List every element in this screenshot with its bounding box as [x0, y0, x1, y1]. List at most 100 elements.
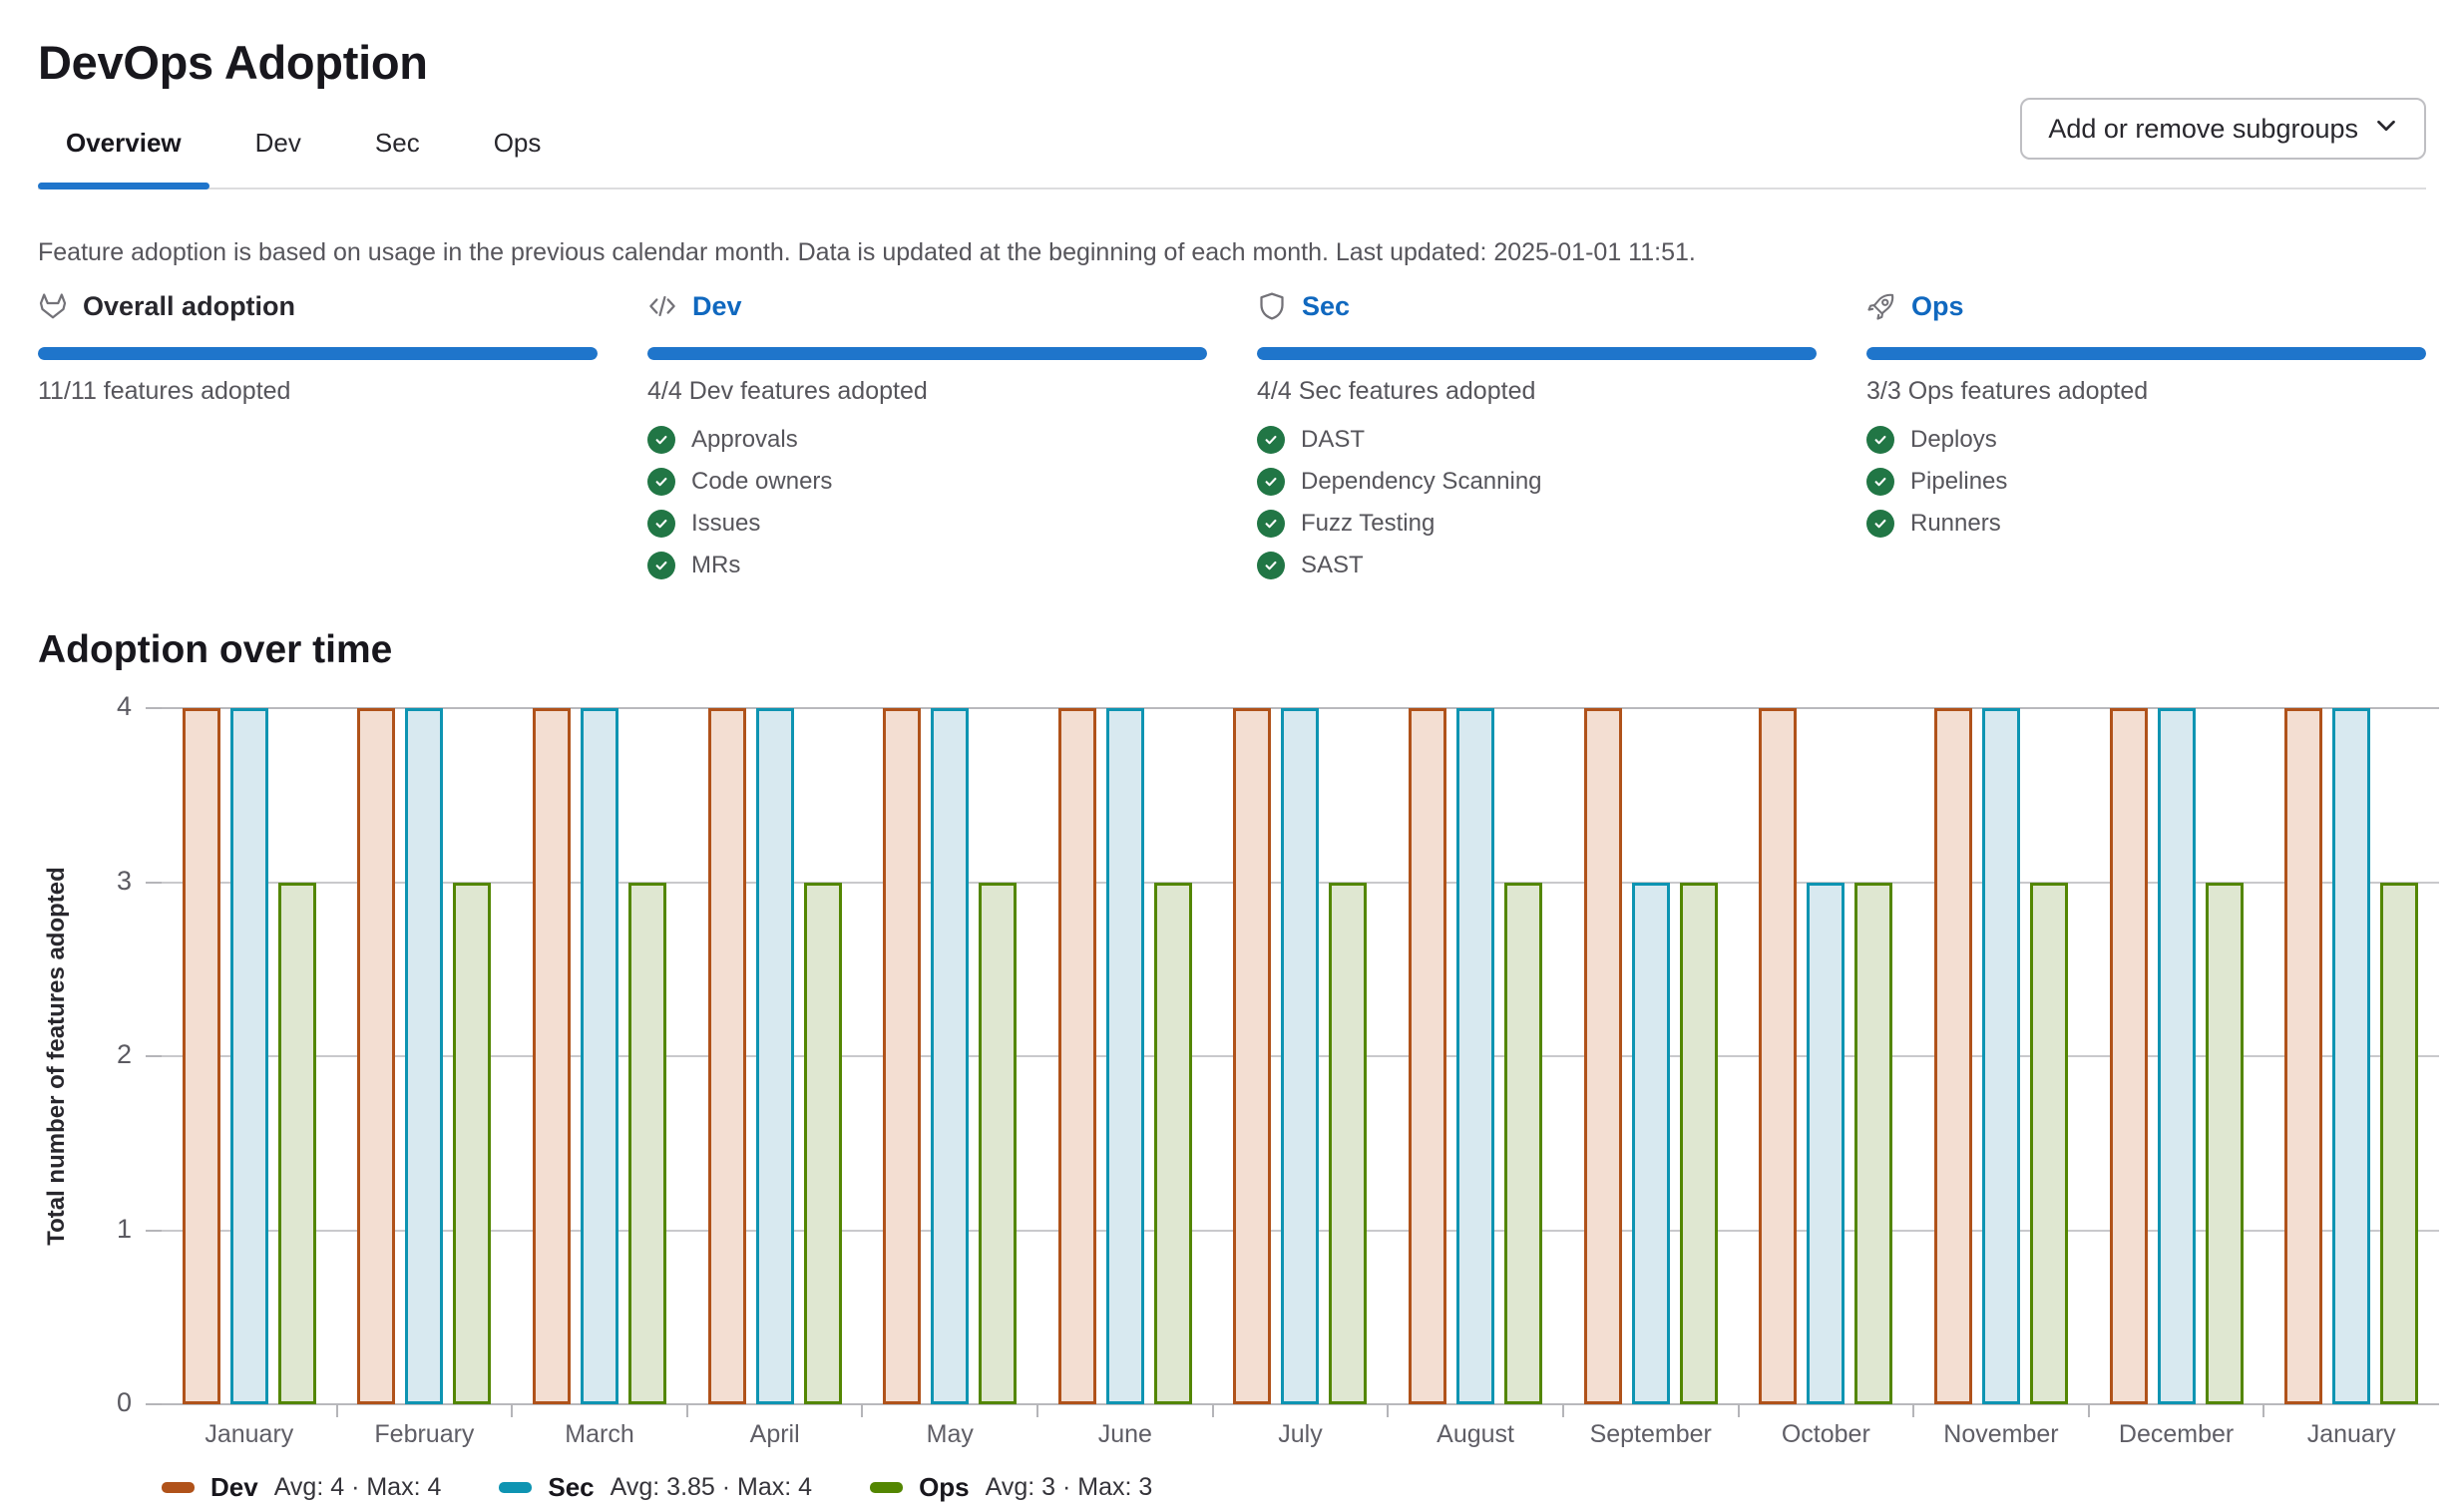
feature-label: DAST: [1301, 426, 1366, 453]
bar-group-march: [512, 708, 687, 1404]
check-circle-icon: [647, 552, 675, 579]
info-text: Feature adoption is based on usage in th…: [38, 238, 1696, 266]
x-tick-label: October: [1781, 1420, 1870, 1448]
ops-bar: [803, 882, 842, 1404]
check-circle-icon: [1866, 510, 1894, 538]
chart-section-title: Adoption over time: [38, 628, 393, 672]
ops-bar: [1329, 882, 1368, 1404]
feature-label: MRs: [691, 552, 741, 578]
dev-bar: [1057, 708, 1096, 1404]
feature-label: Deploys: [1910, 426, 1997, 453]
chart-x-axis: January February March April May June July Augu…: [162, 1404, 2439, 1468]
x-tick-mark: [1561, 1404, 1564, 1417]
add-remove-subgroups-label: Add or remove subgroups: [2048, 113, 2358, 144]
x-tick-label: April: [749, 1420, 800, 1448]
feature-item: SAST: [1257, 545, 1817, 586]
sec-bar: [1981, 708, 2020, 1404]
legend-swatch-dev: [162, 1482, 195, 1493]
legend-series-name: Ops: [919, 1472, 970, 1502]
x-tick-mark: [511, 1404, 514, 1417]
tabs-bar: Overview Dev Sec Ops Add or remove subgroup…: [38, 98, 2426, 189]
x-tick-label: March: [565, 1420, 634, 1448]
chart-plot-area: [162, 707, 2439, 1405]
dev-bar: [1933, 708, 1972, 1404]
bar-group-august: [1388, 708, 1563, 1404]
adoption-over-time-chart: Total number of features adopted January…: [38, 686, 2439, 1474]
sec-bar: [1807, 882, 1846, 1404]
dev-bar: [1583, 708, 1622, 1404]
x-tick-label: December: [2118, 1420, 2235, 1448]
chart-legend: Dev Avg: 4 · Max: 4 Sec Avg: 3.85 · Max: 4 O…: [162, 1472, 1152, 1503]
dev-bar: [182, 708, 220, 1404]
bar-group-april: [687, 708, 863, 1404]
page-title: DevOps Adoption: [38, 36, 428, 90]
feature-label: Fuzz Testing: [1301, 510, 1436, 537]
feature-list: Deploys Pipelines Runners: [1866, 419, 2426, 545]
y-tick-mark: [146, 1403, 162, 1405]
add-remove-subgroups-button[interactable]: Add or remove subgroups: [2020, 98, 2426, 160]
tabs: Overview Dev Sec Ops: [38, 98, 587, 189]
card-title-dev[interactable]: Dev: [692, 290, 742, 321]
code-icon: [647, 291, 677, 321]
card-title-ops[interactable]: Ops: [1911, 290, 1964, 321]
x-tick-mark: [1387, 1404, 1390, 1417]
feature-item: Approvals: [647, 419, 1207, 461]
x-tick-mark: [861, 1404, 864, 1417]
feature-item: Pipelines: [1866, 461, 2426, 503]
ops-bar: [1679, 882, 1718, 1404]
check-circle-icon: [1866, 468, 1894, 496]
feature-list: DAST Dependency Scanning Fuzz Testing SAST: [1257, 419, 1817, 586]
bar-group-january: [2263, 708, 2439, 1404]
tab-ops[interactable]: Ops: [493, 127, 542, 158]
feature-label: SAST: [1301, 552, 1364, 578]
tab-dev[interactable]: Dev: [254, 127, 301, 158]
x-tick-mark: [335, 1404, 338, 1417]
check-circle-icon: [1257, 426, 1285, 454]
progress-bar: [647, 347, 1207, 360]
x-tick-mark: [2087, 1404, 2090, 1417]
bar-group-june: [1037, 708, 1213, 1404]
legend-series-stats: Avg: 4 · Max: 4: [273, 1473, 442, 1501]
sec-bar: [1105, 708, 1144, 1404]
feature-item: Code owners: [647, 461, 1207, 503]
x-tick-mark: [1737, 1404, 1740, 1417]
dev-bar: [707, 708, 746, 1404]
adoption-card-sec: Sec 4/4 Sec features adopted DAST Dependenc…: [1257, 285, 1817, 586]
x-tick-label: February: [374, 1420, 475, 1448]
x-tick-label: November: [1943, 1420, 2059, 1448]
x-tick-label: January: [205, 1420, 294, 1448]
ops-bar: [1854, 882, 1893, 1404]
x-tick-label: May: [926, 1420, 974, 1448]
tab-sec[interactable]: Sec: [374, 127, 420, 158]
y-tick-mark: [146, 1055, 162, 1057]
ops-bar: [277, 882, 316, 1404]
card-title-sec[interactable]: Sec: [1302, 290, 1351, 321]
y-tick-mark: [146, 1229, 162, 1232]
feature-label: Code owners: [691, 468, 833, 495]
x-tick-label: July: [1278, 1420, 1323, 1448]
x-tick-label: August: [1437, 1420, 1515, 1448]
x-tick-mark: [1211, 1404, 1214, 1417]
ops-bar: [1504, 882, 1543, 1404]
ops-bar: [2380, 882, 2419, 1404]
ops-bar: [979, 882, 1018, 1404]
bar-group-february: [337, 708, 513, 1404]
y-tick-mark: [146, 881, 162, 884]
tab-overview[interactable]: Overview: [38, 98, 209, 189]
rocket-icon: [1866, 291, 1896, 321]
feature-label: Runners: [1910, 510, 2001, 537]
card-title-overall-adoption: Overall adoption: [83, 290, 296, 321]
bar-group-october: [1739, 708, 1914, 1404]
feature-item: Runners: [1866, 503, 2426, 545]
legend-item-sec: Sec Avg: 3.85 · Max: 4: [499, 1472, 812, 1503]
feature-list: Approvals Code owners Issues MRs: [647, 419, 1207, 586]
check-circle-icon: [1257, 552, 1285, 579]
ops-bar: [453, 882, 492, 1404]
progress-bar: [38, 347, 598, 360]
x-tick-mark: [685, 1404, 688, 1417]
feature-label: Issues: [691, 510, 761, 537]
bar-group-december: [2089, 708, 2264, 1404]
dev-bar: [2284, 708, 2323, 1404]
ops-bar: [2029, 882, 2068, 1404]
